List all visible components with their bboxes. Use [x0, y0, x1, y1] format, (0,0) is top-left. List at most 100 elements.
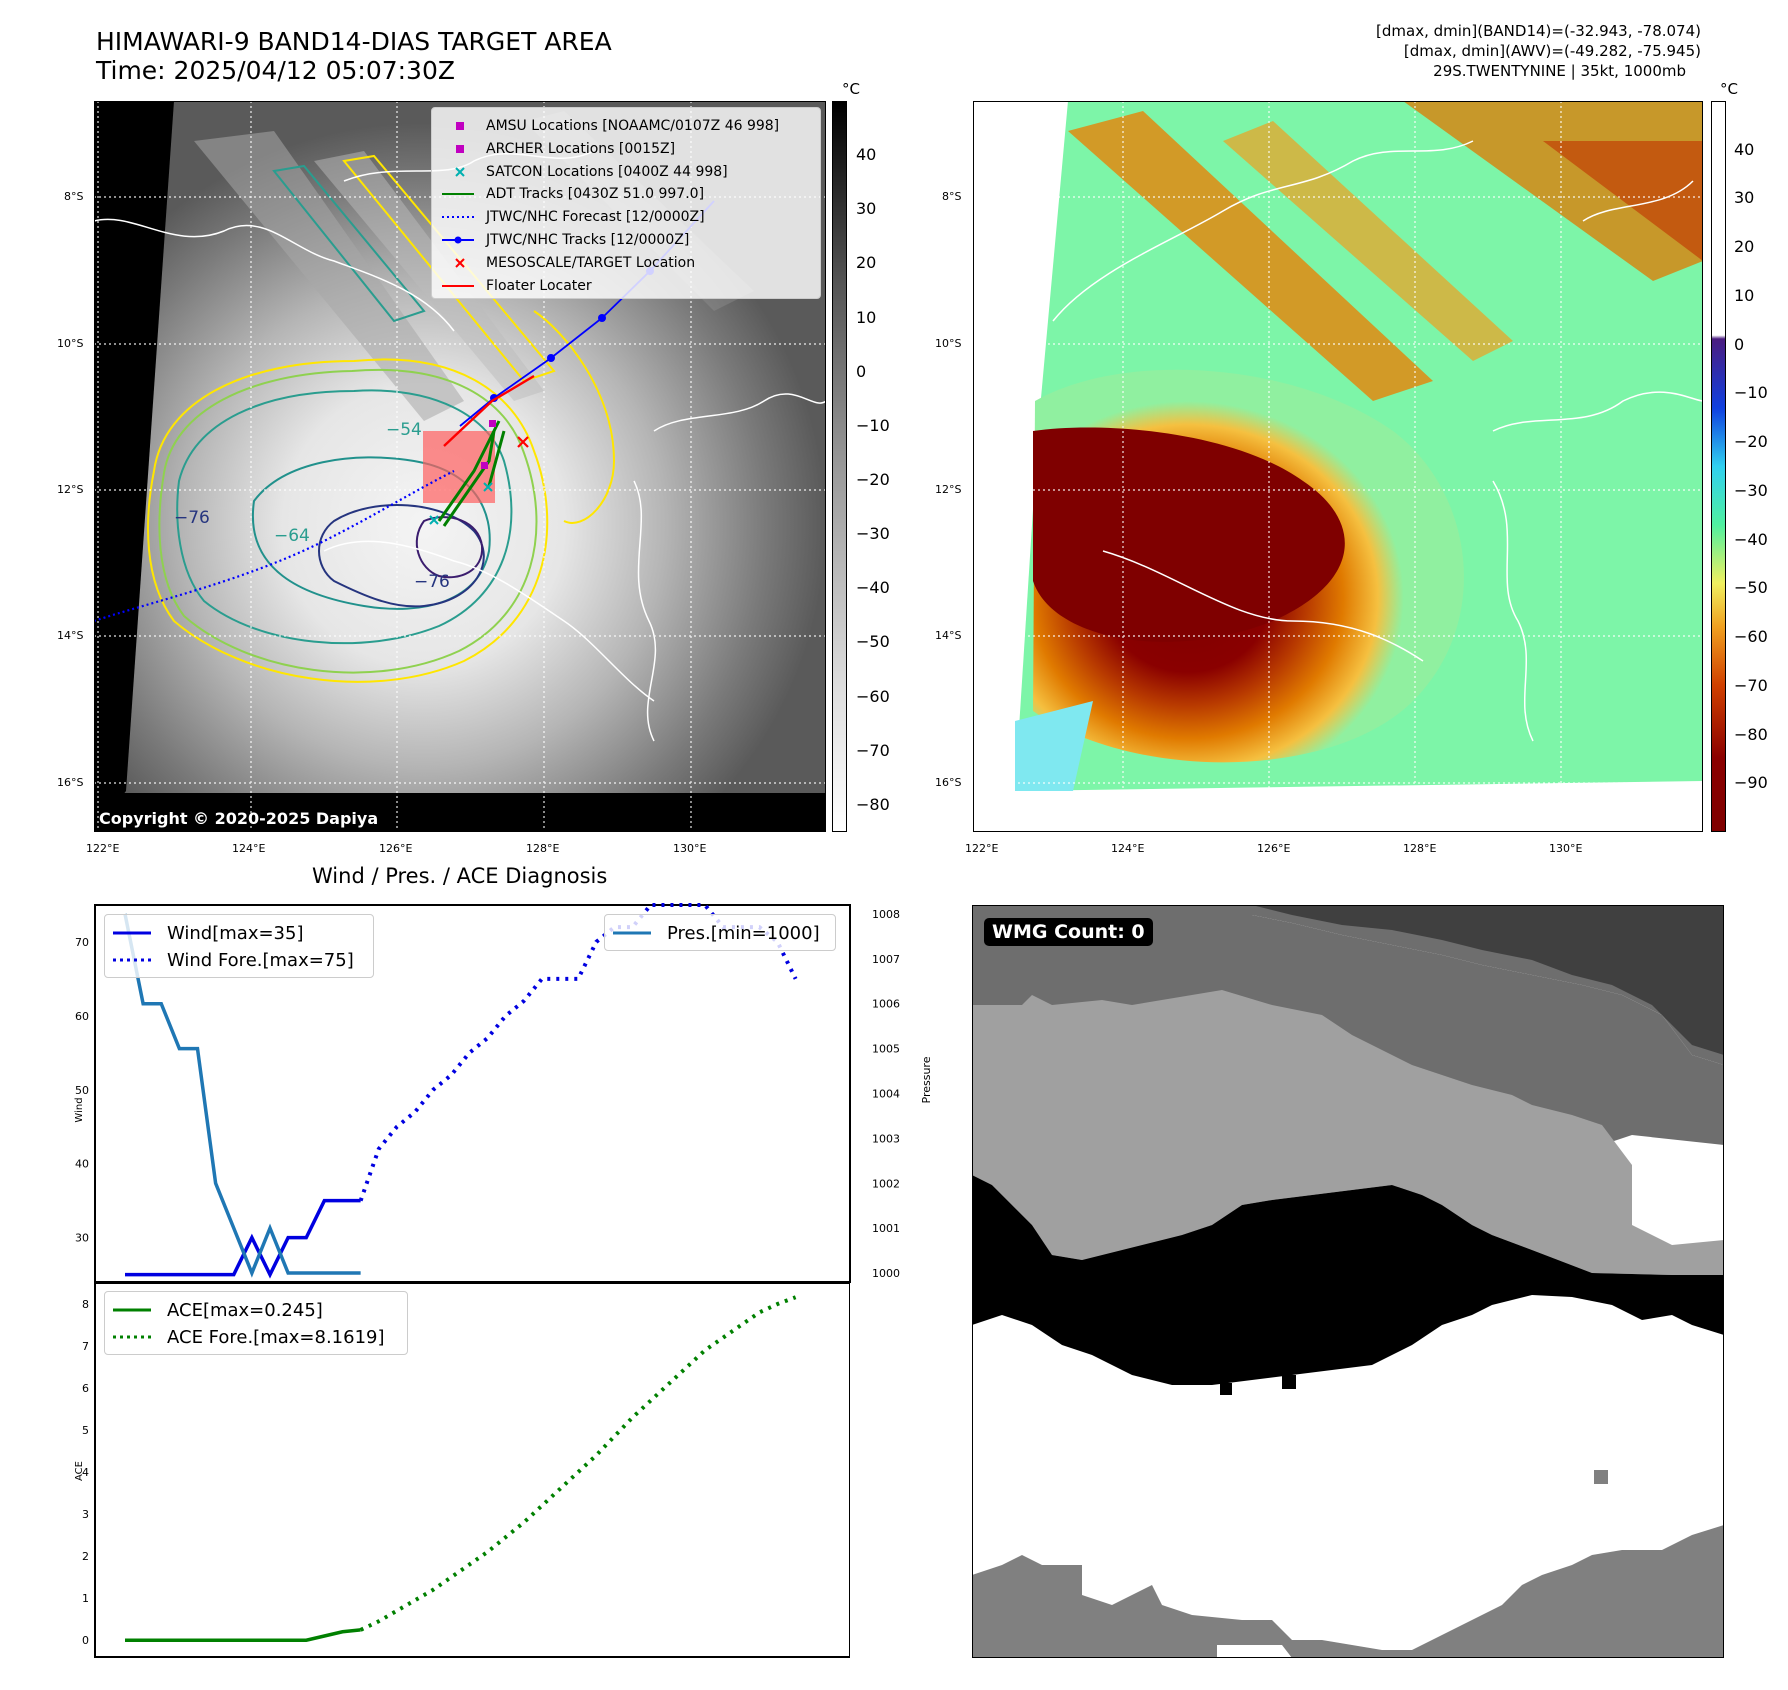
ace-series-line-0 [125, 1628, 361, 1642]
ir-colorbar [832, 101, 847, 832]
colorbar-tick-label: −30 [856, 524, 890, 544]
awv-xtick: 126°E [1257, 842, 1291, 855]
wind-ylabel: Wind [74, 1097, 85, 1122]
wind-ytick-label: 70 [75, 936, 89, 949]
colorbar-tick-label: −50 [1734, 578, 1768, 598]
contour-label: −76 [174, 508, 210, 528]
colorbar-tick-label: 20 [1734, 237, 1755, 257]
wind-ytick-label: 60 [75, 1010, 89, 1023]
ace-ytick-label: 0 [82, 1634, 89, 1647]
ace-ytick-label: 1 [82, 1592, 89, 1605]
legend-label: JTWC/NHC Tracks [12/0000Z] [486, 232, 690, 248]
copyright-text: Copyright © 2020-2025 Dapiya [99, 809, 378, 828]
ace-ytick-label: 4 [82, 1466, 89, 1479]
awv-colorbar-unit: °C [1720, 80, 1738, 98]
ir-xtick: 128°E [526, 842, 560, 855]
legend-swatch [455, 258, 465, 268]
colorbar-tick-label: 0 [856, 361, 867, 381]
colorbar-tick-label: −20 [1734, 432, 1768, 452]
wind-fore-legend-label: Wind Fore.[max=75] [167, 950, 354, 971]
colorbar-tick-label: −70 [856, 740, 890, 760]
wind-legend: Wind[max=35] Wind Fore.[max=75] [104, 914, 374, 978]
ace-ytick-label: 8 [82, 1298, 89, 1311]
wind-panel-title: Wind / Pres. / ACE Diagnosis [312, 864, 608, 888]
awv-ytick: 12°S [935, 483, 962, 496]
awv-xtick: 128°E [1403, 842, 1437, 855]
ir-ytick: 14°S [57, 629, 84, 642]
pressure-legend-graphic: Pres.[min=1000] [613, 923, 820, 944]
pressure-ytick-label: 1002 [872, 1177, 900, 1190]
contour-label: −76 [414, 572, 450, 592]
wind-ytick-label: 50 [75, 1084, 89, 1097]
ace-series-line-1 [359, 1295, 797, 1632]
awv-ytick: 8°S [942, 190, 962, 203]
colorbar-tick-label: −20 [856, 470, 890, 490]
awv-info-line1: [dmax, dmin](BAND14)=(-32.943, -78.074) [1376, 22, 1701, 40]
pressure-ylabel-text: Pressure [920, 1056, 933, 1103]
pressure-ytick-label: 1007 [872, 953, 900, 966]
legend-label: MESOSCALE/TARGET Location [486, 254, 696, 271]
awv-info-line3: 29S.TWENTYNINE | 35kt, 1000mb [1433, 62, 1686, 80]
wmg-map [972, 905, 1724, 1658]
ace-ytick-label: 5 [82, 1424, 89, 1437]
awv-map [973, 101, 1703, 832]
ir-xtick: 124°E [232, 842, 266, 855]
awv-ytick: 10°S [935, 337, 962, 350]
ir-xtick: 126°E [379, 842, 413, 855]
pressure-ytick-label: 1006 [872, 998, 900, 1011]
series-line-2 [123, 913, 361, 1278]
wind-ytick-label: 40 [75, 1158, 89, 1171]
ir-colorbar-unit: °C [842, 80, 860, 98]
legend-swatch [442, 193, 474, 196]
colorbar-tick-label: 0 [1734, 334, 1745, 354]
ace-ylabel: ACE [74, 1461, 85, 1481]
wmg-count-label: WMG Count: 0 [992, 921, 1145, 943]
legend-item: SATCON Locations [0400Z 44 998] [440, 162, 728, 182]
wmg-count-badge: WMG Count: 0 [984, 918, 1153, 946]
colorbar-tick-label: 40 [856, 145, 877, 165]
pressure-ytick-label: 1004 [872, 1088, 900, 1101]
pressure-ytick-label: 1003 [872, 1132, 900, 1145]
colorbar-tick-label: −80 [856, 794, 890, 814]
legend-item: JTWC/NHC Tracks [12/0000Z] [440, 230, 689, 250]
colorbar-tick-label: −40 [856, 578, 890, 598]
ir-ytick: 8°S [64, 190, 84, 203]
awv-ytick: 16°S [935, 776, 962, 789]
ace-ytick-label: 2 [82, 1550, 89, 1563]
contour-label: −64 [274, 526, 310, 546]
pressure-ytick-label: 1001 [872, 1222, 900, 1235]
ir-title-line2: Time: 2025/04/12 05:07:30Z [96, 56, 455, 85]
legend-item: JTWC/NHC Forecast [12/0000Z] [440, 207, 705, 227]
legend-swatch [442, 284, 474, 287]
awv-colorbar [1711, 101, 1726, 832]
pressure-legend: Pres.[min=1000] [604, 914, 836, 951]
colorbar-tick-label: −60 [1734, 627, 1768, 647]
ace-ytick-label: 3 [82, 1508, 89, 1521]
legend-swatch [442, 236, 474, 244]
awv-xtick: 124°E [1111, 842, 1145, 855]
colorbar-tick-label: −70 [1734, 675, 1768, 695]
ace-legend-label: ACE[max=0.245] [167, 1300, 323, 1321]
ir-ytick: 16°S [57, 776, 84, 789]
wind-ytick-label: 30 [75, 1232, 89, 1245]
legend-swatch [456, 122, 464, 130]
pressure-label-holder: Pressure [920, 1056, 933, 1103]
legend-label: JTWC/NHC Forecast [12/0000Z] [486, 209, 705, 226]
colorbar-tick-label: 20 [856, 253, 877, 273]
legend-item: AMSU Locations [NOAAMC/0107Z 46 998] [440, 116, 779, 136]
colorbar-tick-label: −10 [1734, 383, 1768, 403]
pressure-legend-label: Pres.[min=1000] [667, 923, 820, 944]
legend-swatch [455, 166, 465, 177]
wind-legend-graphic: Wind[max=35] Wind Fore.[max=75] [113, 923, 354, 971]
ace-fore-legend-label: ACE Fore.[max=8.1619] [167, 1327, 385, 1348]
ir-ytick: 10°S [57, 337, 84, 350]
colorbar-tick-label: −30 [1734, 480, 1768, 500]
colorbar-tick-label: 30 [1734, 188, 1755, 208]
ace-marks: 0 1 2 3 4 5 6 7 8 [82, 1295, 797, 1647]
pressure-ytick-label: 1008 [872, 908, 900, 921]
colorbar-tick-label: −80 [1734, 724, 1768, 744]
colorbar-tick-label: 10 [1734, 285, 1755, 305]
legend-swatch [456, 144, 464, 153]
awv-xtick: 122°E [965, 842, 999, 855]
pressure-ytick-label: 1000 [872, 1267, 900, 1280]
